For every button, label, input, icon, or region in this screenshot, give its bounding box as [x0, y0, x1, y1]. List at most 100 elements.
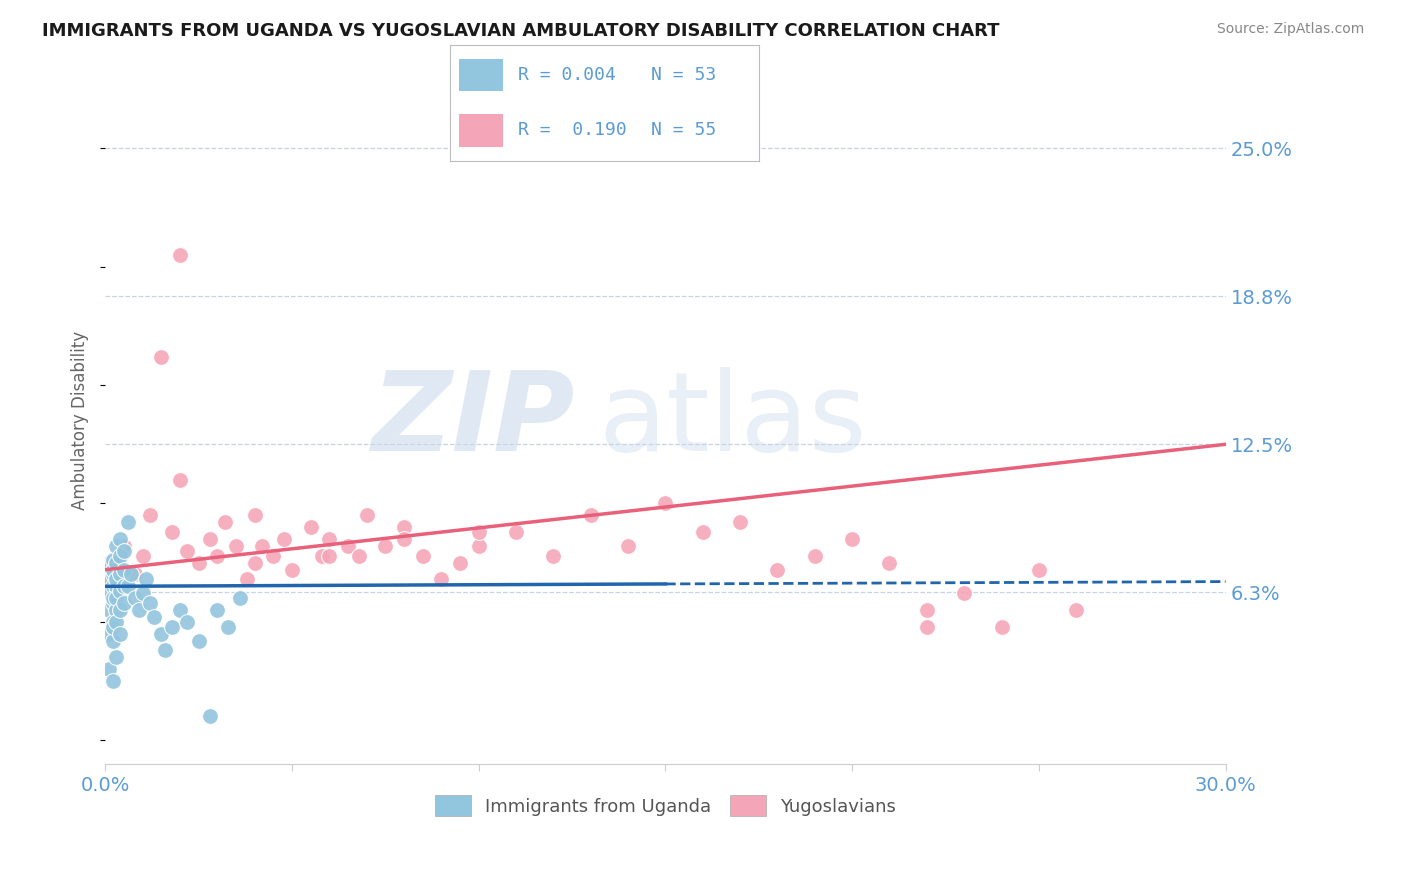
Point — [169, 473, 191, 487]
Point — [728, 516, 751, 530]
Point — [105, 650, 128, 665]
Point — [273, 532, 295, 546]
Point — [505, 524, 527, 539]
Point — [915, 619, 938, 633]
Point — [766, 563, 789, 577]
Text: ZIP: ZIP — [373, 368, 576, 475]
Point — [117, 516, 139, 530]
Point — [176, 615, 198, 629]
Point — [101, 563, 124, 577]
Point — [97, 556, 120, 570]
Point — [101, 591, 124, 606]
Point — [105, 539, 128, 553]
Bar — [460, 114, 502, 146]
Point — [101, 673, 124, 688]
Point — [187, 633, 209, 648]
Text: N = 55: N = 55 — [651, 121, 716, 139]
Point — [449, 556, 471, 570]
Point — [225, 539, 247, 553]
Point — [105, 572, 128, 586]
Point — [112, 543, 135, 558]
Point — [101, 615, 124, 629]
Point — [347, 549, 370, 563]
Point — [953, 586, 976, 600]
Point — [142, 610, 165, 624]
Point — [150, 626, 173, 640]
Point — [108, 567, 131, 582]
Point — [392, 520, 415, 534]
Point — [374, 539, 396, 553]
Point — [543, 549, 565, 563]
Point — [101, 619, 124, 633]
Point — [105, 556, 128, 570]
Point — [108, 549, 131, 563]
Point — [654, 496, 676, 510]
Point — [243, 556, 266, 570]
Point — [169, 603, 191, 617]
Point — [841, 532, 863, 546]
Point — [214, 516, 236, 530]
Point — [105, 579, 128, 593]
Point — [990, 619, 1012, 633]
Point — [108, 584, 131, 599]
Point — [101, 567, 124, 582]
Point — [1064, 603, 1087, 617]
Point — [207, 603, 229, 617]
Point — [217, 619, 239, 633]
Point — [153, 643, 176, 657]
Point — [128, 603, 150, 617]
Point — [176, 543, 198, 558]
Point — [187, 556, 209, 570]
Point — [108, 603, 131, 617]
Text: atlas: atlas — [598, 368, 866, 475]
Point — [467, 524, 489, 539]
Point — [101, 553, 124, 567]
Point — [412, 549, 434, 563]
Point — [392, 532, 415, 546]
Point — [804, 549, 827, 563]
Point — [198, 709, 221, 723]
Text: R =  0.190: R = 0.190 — [517, 121, 627, 139]
Point — [262, 549, 284, 563]
Point — [467, 539, 489, 553]
Text: R = 0.004: R = 0.004 — [517, 66, 616, 84]
Point — [318, 532, 340, 546]
Point — [105, 556, 128, 570]
Point — [207, 549, 229, 563]
Point — [243, 508, 266, 523]
Point — [112, 596, 135, 610]
Point — [139, 596, 162, 610]
Point — [915, 603, 938, 617]
Point — [299, 520, 322, 534]
Bar — [460, 59, 502, 91]
Point — [108, 626, 131, 640]
Point — [97, 662, 120, 676]
Point — [97, 603, 120, 617]
Point — [105, 591, 128, 606]
Point — [139, 508, 162, 523]
Point — [124, 591, 146, 606]
Point — [112, 579, 135, 593]
Point — [105, 603, 128, 617]
Point — [236, 572, 259, 586]
Y-axis label: Ambulatory Disability: Ambulatory Disability — [72, 331, 89, 510]
Legend: Immigrants from Uganda, Yugoslavians: Immigrants from Uganda, Yugoslavians — [427, 789, 903, 823]
Point — [579, 508, 602, 523]
Point — [97, 586, 120, 600]
Text: N = 53: N = 53 — [651, 66, 716, 84]
Point — [311, 549, 333, 563]
Point — [169, 248, 191, 262]
Point — [101, 596, 124, 610]
Point — [336, 539, 359, 553]
Text: Source: ZipAtlas.com: Source: ZipAtlas.com — [1216, 22, 1364, 37]
Point — [105, 615, 128, 629]
Point — [318, 549, 340, 563]
Point — [135, 572, 157, 586]
Point — [97, 626, 120, 640]
Point — [112, 563, 135, 577]
Point — [112, 539, 135, 553]
Point — [198, 532, 221, 546]
Point — [108, 532, 131, 546]
Point — [124, 567, 146, 582]
Point — [117, 579, 139, 593]
